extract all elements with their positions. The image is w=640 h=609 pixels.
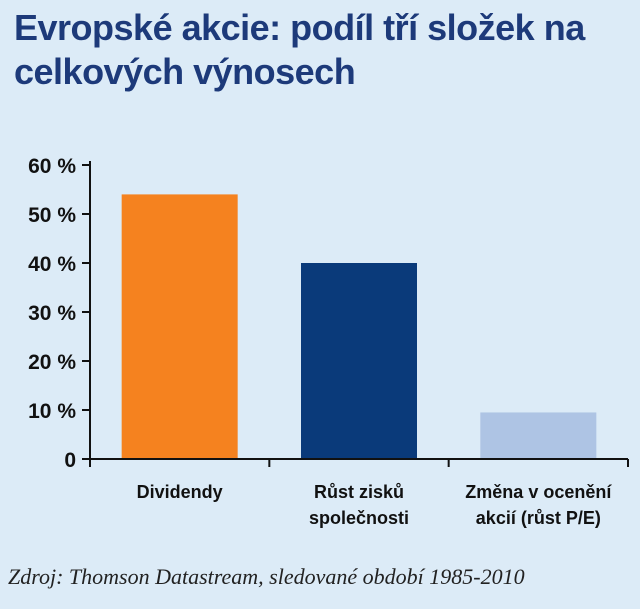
bar	[301, 263, 417, 459]
y-tick-label: 10 %	[28, 400, 76, 423]
chart-title: Evropské akcie: podíl tří složek na celk…	[14, 7, 585, 92]
category-label: Dividendy	[137, 482, 223, 502]
axes	[89, 161, 629, 467]
y-tick-label: 20 %	[28, 351, 76, 374]
bar	[121, 194, 238, 459]
y-tick-label: 50 %	[28, 204, 76, 227]
bars	[121, 194, 597, 459]
category-labels: Dividendy Růst zisků společnosti Změna v oc…	[137, 482, 613, 528]
y-tick-label: 30 %	[28, 302, 76, 325]
category-label: Změna v ocenění akcií (růst P/E)	[465, 482, 612, 528]
category-label: Růst zisků společnosti	[309, 482, 409, 528]
y-tick-label: 40 %	[28, 253, 76, 276]
bar-chart: 0 10 % 20 % 30 % 40 % 50 % 60 % Dividendy Růst …	[28, 155, 629, 528]
y-tick-label: 60 %	[28, 155, 76, 178]
bar	[480, 412, 597, 459]
y-axis-ticks: 0 10 % 20 % 30 % 40 % 50 % 60 %	[28, 155, 90, 472]
y-tick-label: 0	[64, 449, 76, 472]
source-note: Zdroj: Thomson Datastream, sledované obd…	[8, 564, 525, 589]
